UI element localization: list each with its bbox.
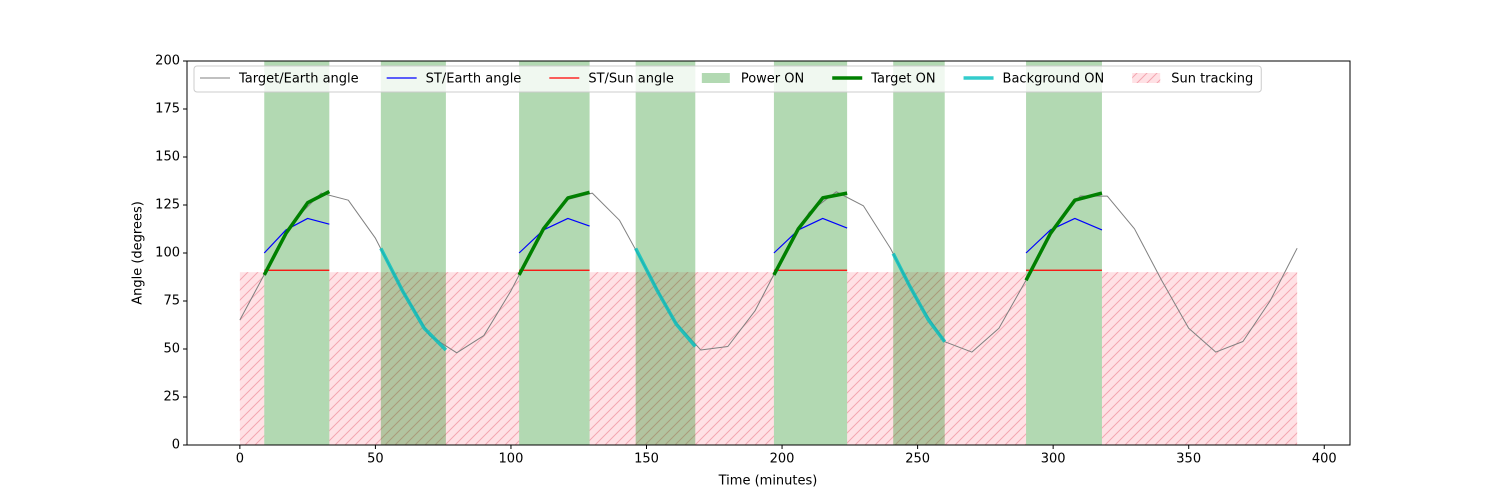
band xyxy=(635,61,696,445)
y-tick-label: 100 xyxy=(155,246,180,261)
y-axis-label: Angle (degrees) xyxy=(131,201,146,305)
line xyxy=(772,191,848,276)
y-tick-label: 25 xyxy=(163,390,180,405)
x-axis-label: Time (minutes) xyxy=(718,474,818,489)
y-tick-label: 175 xyxy=(155,102,180,117)
line xyxy=(634,247,697,348)
legend-label: ST/Sun angle xyxy=(588,72,674,87)
line xyxy=(379,247,448,352)
band xyxy=(380,61,446,445)
line xyxy=(263,217,330,254)
x-tick-label: 400 xyxy=(1312,452,1337,467)
y-tick-label: 50 xyxy=(163,342,180,357)
legend: Target/Earth angle ST/Earth angle ST/Sun a… xyxy=(193,65,1262,93)
y-tick-label: 75 xyxy=(163,294,180,309)
legend-label: Background ON xyxy=(1003,72,1105,87)
line xyxy=(517,190,591,276)
line xyxy=(773,217,848,254)
line xyxy=(262,190,331,276)
x-tick-label: 0 xyxy=(236,452,244,467)
line xyxy=(891,252,947,343)
line xyxy=(1024,191,1103,282)
band xyxy=(893,61,945,445)
x-tick-label: 250 xyxy=(905,452,930,467)
band-hatch xyxy=(589,272,774,445)
legend-swatch xyxy=(701,73,730,83)
y-tick-label: 125 xyxy=(155,198,180,213)
band xyxy=(1026,61,1102,445)
x-tick-label: 350 xyxy=(1176,452,1201,467)
band-hatch xyxy=(329,272,520,445)
legend-label: Power ON xyxy=(741,72,804,87)
x-tick-label: 200 xyxy=(770,452,795,467)
legend-swatch-hatch xyxy=(1132,73,1161,83)
x-tick-label: 300 xyxy=(1041,452,1066,467)
legend-label: Target ON xyxy=(870,72,935,87)
y-tick-label: 150 xyxy=(155,150,180,165)
legend-label: Sun tracking xyxy=(1171,72,1253,87)
line xyxy=(518,217,590,254)
x-tick-label: 100 xyxy=(499,452,524,467)
band-hatch xyxy=(239,272,265,445)
x-tick-label: 150 xyxy=(634,452,659,467)
legend-label: Target/Earth angle xyxy=(238,72,359,87)
band-hatch xyxy=(1101,272,1298,445)
legend-box xyxy=(193,65,1262,93)
x-tick-label: 50 xyxy=(367,452,384,467)
line xyxy=(1025,217,1103,254)
y-tick-label: 200 xyxy=(155,54,180,69)
legend-label: ST/Earth angle xyxy=(426,72,522,87)
y-tick-label: 0 xyxy=(172,438,180,453)
band-hatch xyxy=(847,272,1027,445)
